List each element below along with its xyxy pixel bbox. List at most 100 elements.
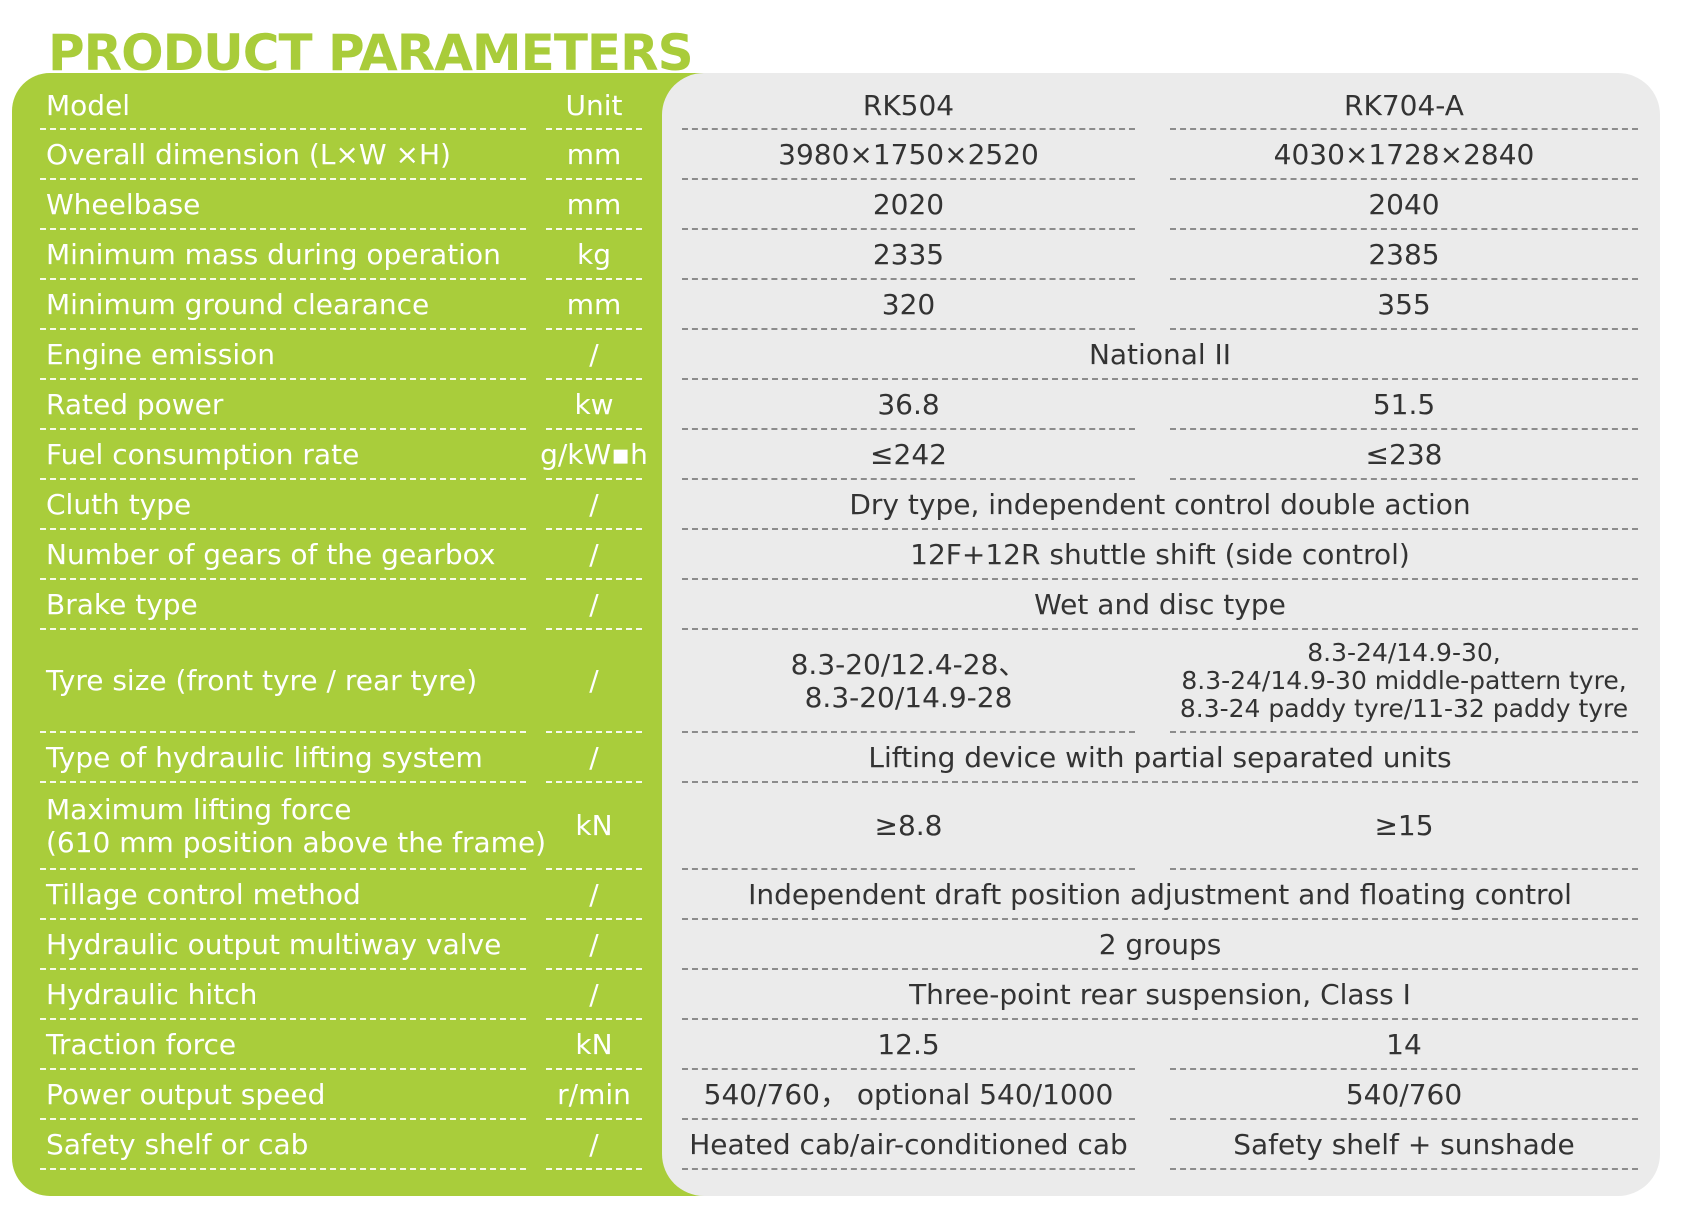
param-label: Traction force	[40, 1020, 526, 1070]
table-row: Type of hydraulic lifting system / Lifting…	[0, 733, 1681, 783]
rk504-value: Heated cab/air-conditioned cab	[682, 1120, 1135, 1170]
unit-label: kw	[546, 380, 642, 430]
rk504-value-line: 8.3-20/14.9-28	[804, 680, 1013, 714]
param-label: Number of gears of the gearbox	[40, 530, 526, 580]
rk704a-value: 51.5	[1170, 380, 1638, 430]
param-label: Hydraulic hitch	[40, 970, 526, 1020]
table-row: Tyre size (front tyre / rear tyre)/ 8.3-2…	[0, 630, 1681, 733]
rk504-value: 540/760， optional 540/1000	[682, 1070, 1135, 1120]
shared-value: Wet and disc type	[682, 580, 1638, 630]
param-label: Maximum lifting force (610 mm position ab…	[40, 783, 546, 870]
unit-label: /	[546, 733, 642, 783]
rk504-value: ≤242	[682, 430, 1135, 480]
rk504-value-line: 8.3-20/12.4-28、	[790, 647, 1027, 681]
unit-label: /	[546, 970, 642, 1020]
values-panel	[662, 73, 1660, 1196]
shared-value: Lifting device with partial separated un…	[682, 733, 1638, 783]
rk704a-value: Safety shelf + sunshade	[1170, 1120, 1638, 1170]
unit-label: g/kW▪h	[540, 430, 648, 480]
unit-label: /	[546, 530, 642, 580]
rk704a-value: ≤238	[1170, 430, 1638, 480]
table-row: Fuel consumption rate g/kW▪h ≤242 ≤238	[0, 430, 1681, 480]
table-row: Rated power kw 36.8 51.5	[0, 380, 1681, 430]
rk504-value: 8.3-20/12.4-28、 8.3-20/14.9-28	[682, 630, 1135, 733]
param-label-line: Maximum lifting force	[46, 792, 352, 826]
table-row: Maximum lifting force (610 mm position ab…	[0, 783, 1681, 870]
unit-label: /	[546, 330, 642, 380]
shared-value: Independent draft position adjustment an…	[682, 870, 1638, 920]
unit-label: /	[546, 480, 642, 530]
table-row: Safety shelf or cab / Heated cab/air-condi…	[0, 1120, 1681, 1170]
unit-label: /	[546, 630, 642, 733]
shared-value: Dry type, independent control double act…	[682, 480, 1638, 530]
table-row: Engine emission / National II	[0, 330, 1681, 380]
parameter-panel	[12, 73, 740, 1196]
page-title: PRODUCT PARAMETERS	[48, 24, 694, 82]
param-label: Fuel consumption rate	[40, 430, 526, 480]
rk704a-value: 4030×1728×2840	[1170, 130, 1638, 180]
rk504-value: ≥8.8	[682, 783, 1135, 870]
rk504-value: 2020	[682, 180, 1135, 230]
param-label: Minimum ground clearance	[40, 280, 526, 330]
unit-label: /	[546, 870, 642, 920]
rk504-value: 320	[682, 280, 1135, 330]
table-row: Traction force kN 12.5 14	[0, 1020, 1681, 1070]
unit-label: r/min	[546, 1070, 642, 1120]
rk504-value: 3980×1750×2520	[682, 130, 1135, 180]
param-label: Hydraulic output multiway valve	[40, 920, 526, 970]
param-label: Engine emission	[40, 330, 526, 380]
param-label: Wheelbase	[40, 180, 526, 230]
unit-label: kN	[546, 783, 642, 870]
rk704a-value-line: 8.3-24/14.9-30 middle-pattern tyre,	[1181, 665, 1627, 695]
unit-label: /	[546, 1120, 642, 1170]
table-row: Tillage control method / Independent draft…	[0, 870, 1681, 920]
param-label: Cluth type	[40, 480, 526, 530]
table-row: Hydraulic output multiway valve / 2 groups	[0, 920, 1681, 970]
table-row: Overall dimension (L×W ×H) mm 3980×1750×25…	[0, 130, 1681, 180]
rk504-value: 36.8	[682, 380, 1135, 430]
param-label: Overall dimension (L×W ×H)	[40, 130, 526, 180]
table-row: Brake type / Wet and disc type	[0, 580, 1681, 630]
header-model-rk504: RK504	[682, 82, 1135, 130]
param-label-line: (610 mm position above the frame)	[46, 825, 547, 859]
rk704a-value: 2040	[1170, 180, 1638, 230]
unit-label: mm	[546, 280, 642, 330]
header-model-rk704a: RK704-A	[1170, 82, 1638, 130]
unit-label: mm	[546, 180, 642, 230]
rk704a-value-line: 8.3-24/14.9-30,	[1307, 637, 1501, 667]
rk704a-value: 355	[1170, 280, 1638, 330]
unit-label: mm	[546, 130, 642, 180]
rk704a-value-line: 8.3-24 paddy tyre/11-32 paddy tyre	[1179, 693, 1629, 723]
param-label: Power output speed	[40, 1070, 526, 1120]
shared-value: 12F+12R shuttle shift (side control)	[682, 530, 1638, 580]
rk704a-value: 8.3-24/14.9-30, 8.3-24/14.9-30 middle-pat…	[1170, 630, 1638, 733]
header-param: Model	[40, 82, 526, 130]
param-label: Type of hydraulic lifting system	[40, 733, 526, 783]
rk704a-value: 14	[1170, 1020, 1638, 1070]
shared-value: National II	[682, 330, 1638, 380]
param-label: Brake type	[40, 580, 526, 630]
unit-label: kN	[546, 1020, 642, 1070]
param-label: Minimum mass during operation	[40, 230, 526, 280]
rk704a-value: 2385	[1170, 230, 1638, 280]
table-row: Minimum ground clearance mm 320 355	[0, 280, 1681, 330]
table-row: Number of gears of the gearbox / 12F+12R s…	[0, 530, 1681, 580]
param-label: Tyre size (front tyre / rear tyre)	[40, 630, 526, 733]
rk504-value: 2335	[682, 230, 1135, 280]
unit-label: /	[546, 580, 642, 630]
table-row: Power output speed r/min 540/760， optional…	[0, 1070, 1681, 1120]
table-header-row: Model Unit RK504 RK704-A	[0, 82, 1681, 130]
unit-label: kg	[546, 230, 642, 280]
shared-value: 2 groups	[682, 920, 1638, 970]
table-row: Hydraulic hitch / Three-point rear suspens…	[0, 970, 1681, 1020]
param-label: Rated power	[40, 380, 526, 430]
shared-value: Three-point rear suspension, Class I	[682, 970, 1638, 1020]
table-row: Cluth type / Dry type, independent control…	[0, 480, 1681, 530]
table-row: Wheelbase mm 2020 2040	[0, 180, 1681, 230]
header-unit: Unit	[546, 82, 642, 130]
unit-label: /	[546, 920, 642, 970]
rk704a-value: ≥15	[1170, 783, 1638, 870]
table-row: Minimum mass during operation kg 2335 2385	[0, 230, 1681, 280]
param-label: Safety shelf or cab	[40, 1120, 526, 1170]
rk504-value: 12.5	[682, 1020, 1135, 1070]
